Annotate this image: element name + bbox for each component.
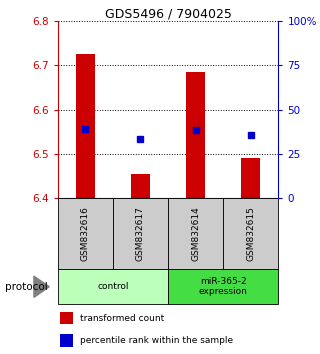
Text: GSM832614: GSM832614 (191, 206, 200, 261)
Bar (186, 72, 205, 198)
Bar (223, 198, 278, 269)
Bar (58, 269, 168, 304)
Text: transformed count: transformed count (80, 314, 164, 323)
Text: protocol: protocol (5, 282, 48, 292)
Text: miR-365-2
expression: miR-365-2 expression (199, 277, 248, 296)
Bar (58, 198, 113, 269)
Bar (241, 159, 260, 198)
Polygon shape (34, 276, 49, 297)
Bar (131, 174, 150, 198)
Bar (60, 334, 73, 347)
Bar (168, 269, 278, 304)
Bar (60, 312, 73, 324)
Text: GSM832616: GSM832616 (81, 206, 90, 261)
Text: GSM832617: GSM832617 (136, 206, 145, 261)
Bar (168, 198, 223, 269)
Text: control: control (97, 282, 129, 291)
Title: GDS5496 / 7904025: GDS5496 / 7904025 (105, 7, 231, 20)
Bar (113, 198, 168, 269)
Bar (76, 55, 95, 198)
Text: percentile rank within the sample: percentile rank within the sample (80, 336, 233, 345)
Text: GSM832615: GSM832615 (246, 206, 255, 261)
